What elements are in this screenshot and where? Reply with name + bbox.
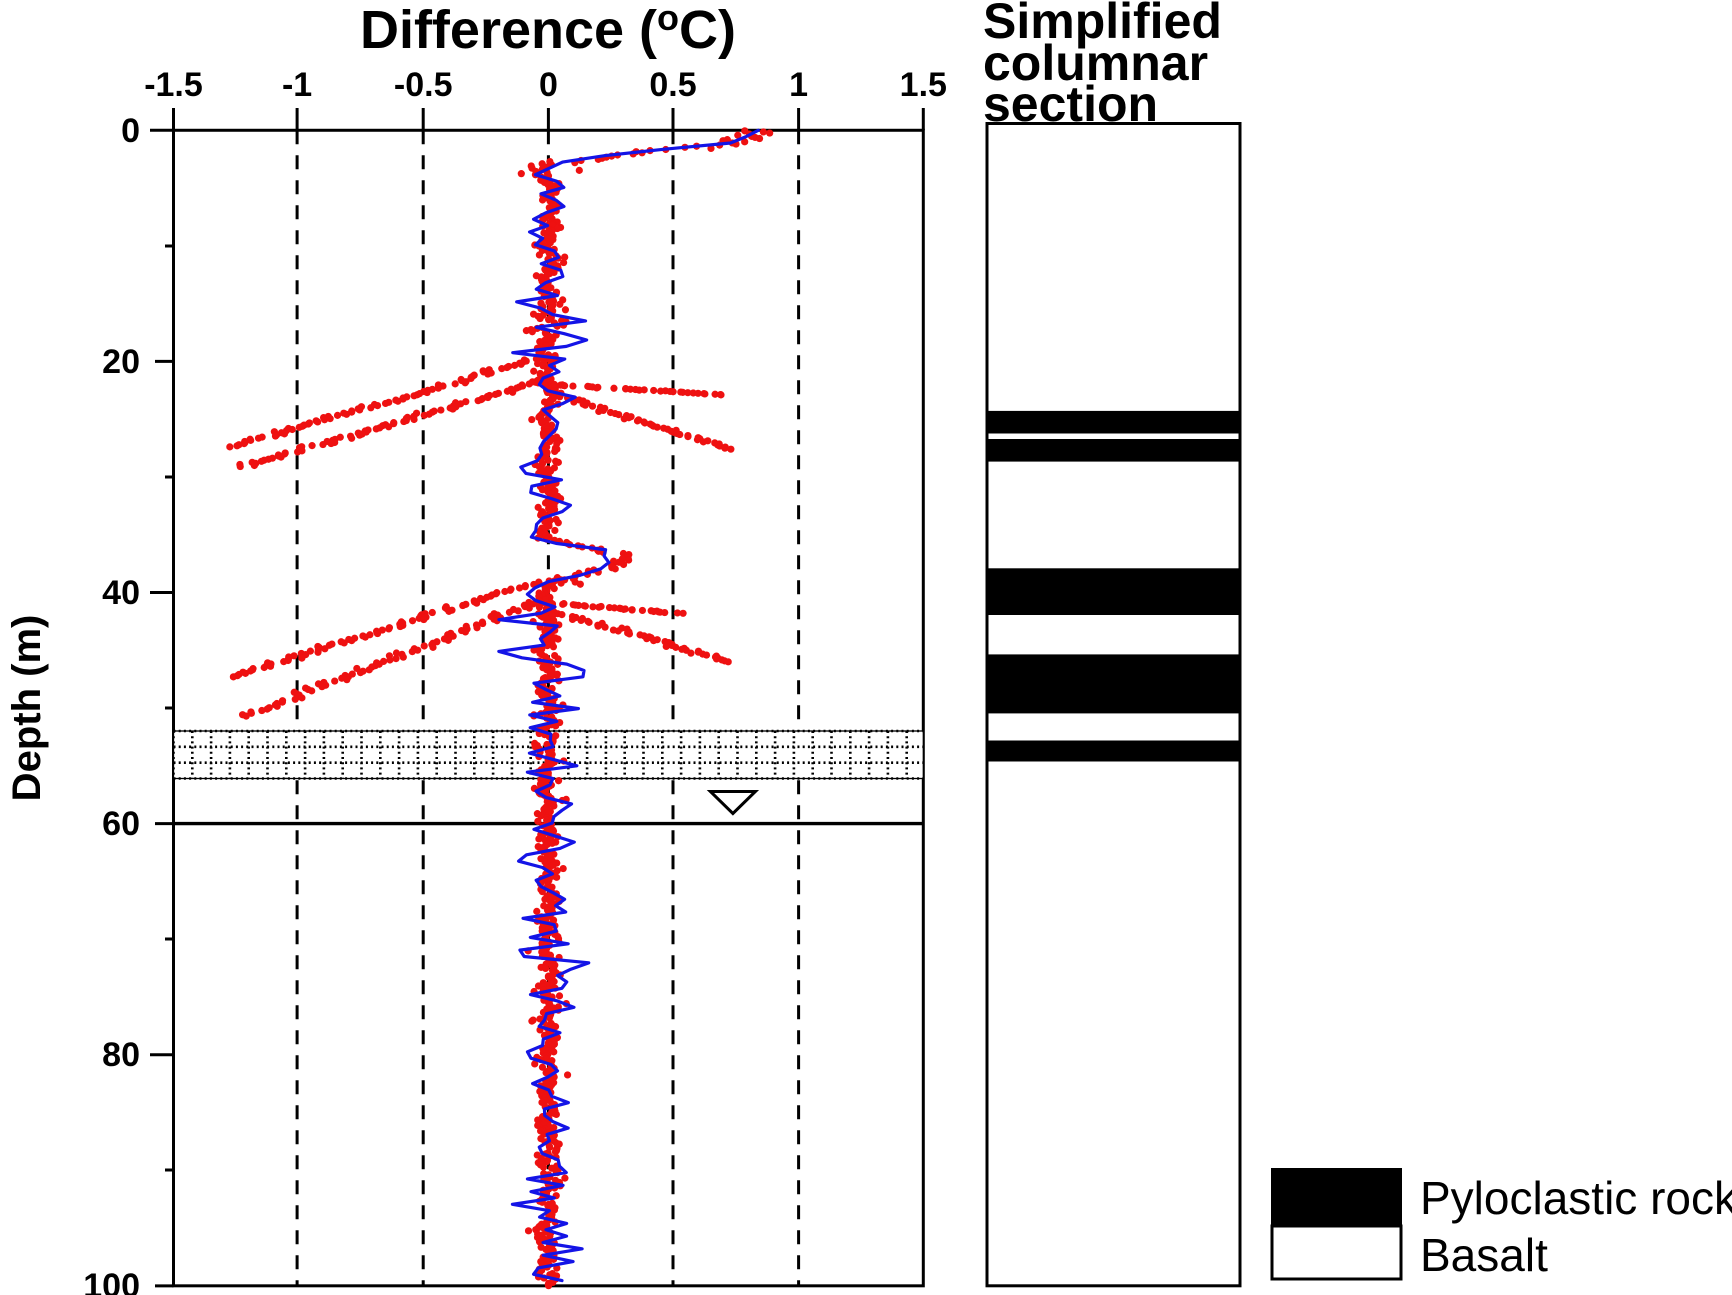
svg-text:Pyloclastic rock: Pyloclastic rock — [1420, 1172, 1732, 1224]
svg-text:80: 80 — [102, 1036, 140, 1074]
svg-text:Depth (m): Depth (m) — [5, 615, 49, 802]
svg-text:0: 0 — [539, 66, 558, 104]
svg-text:60: 60 — [102, 805, 140, 843]
svg-text:0: 0 — [121, 112, 140, 150]
svg-text:100: 100 — [83, 1267, 140, 1295]
svg-text:0.5: 0.5 — [649, 66, 696, 104]
svg-text:1.5: 1.5 — [900, 66, 947, 104]
svg-text:-1.5: -1.5 — [144, 66, 203, 104]
svg-text:40: 40 — [102, 574, 140, 612]
svg-text:-1: -1 — [282, 66, 312, 104]
svg-text:Difference (oC): Difference (oC) — [360, 0, 736, 60]
svg-text:1: 1 — [789, 66, 808, 104]
svg-text:-0.5: -0.5 — [394, 66, 453, 104]
svg-text:Basalt: Basalt — [1420, 1229, 1548, 1281]
svg-text:20: 20 — [102, 343, 140, 381]
